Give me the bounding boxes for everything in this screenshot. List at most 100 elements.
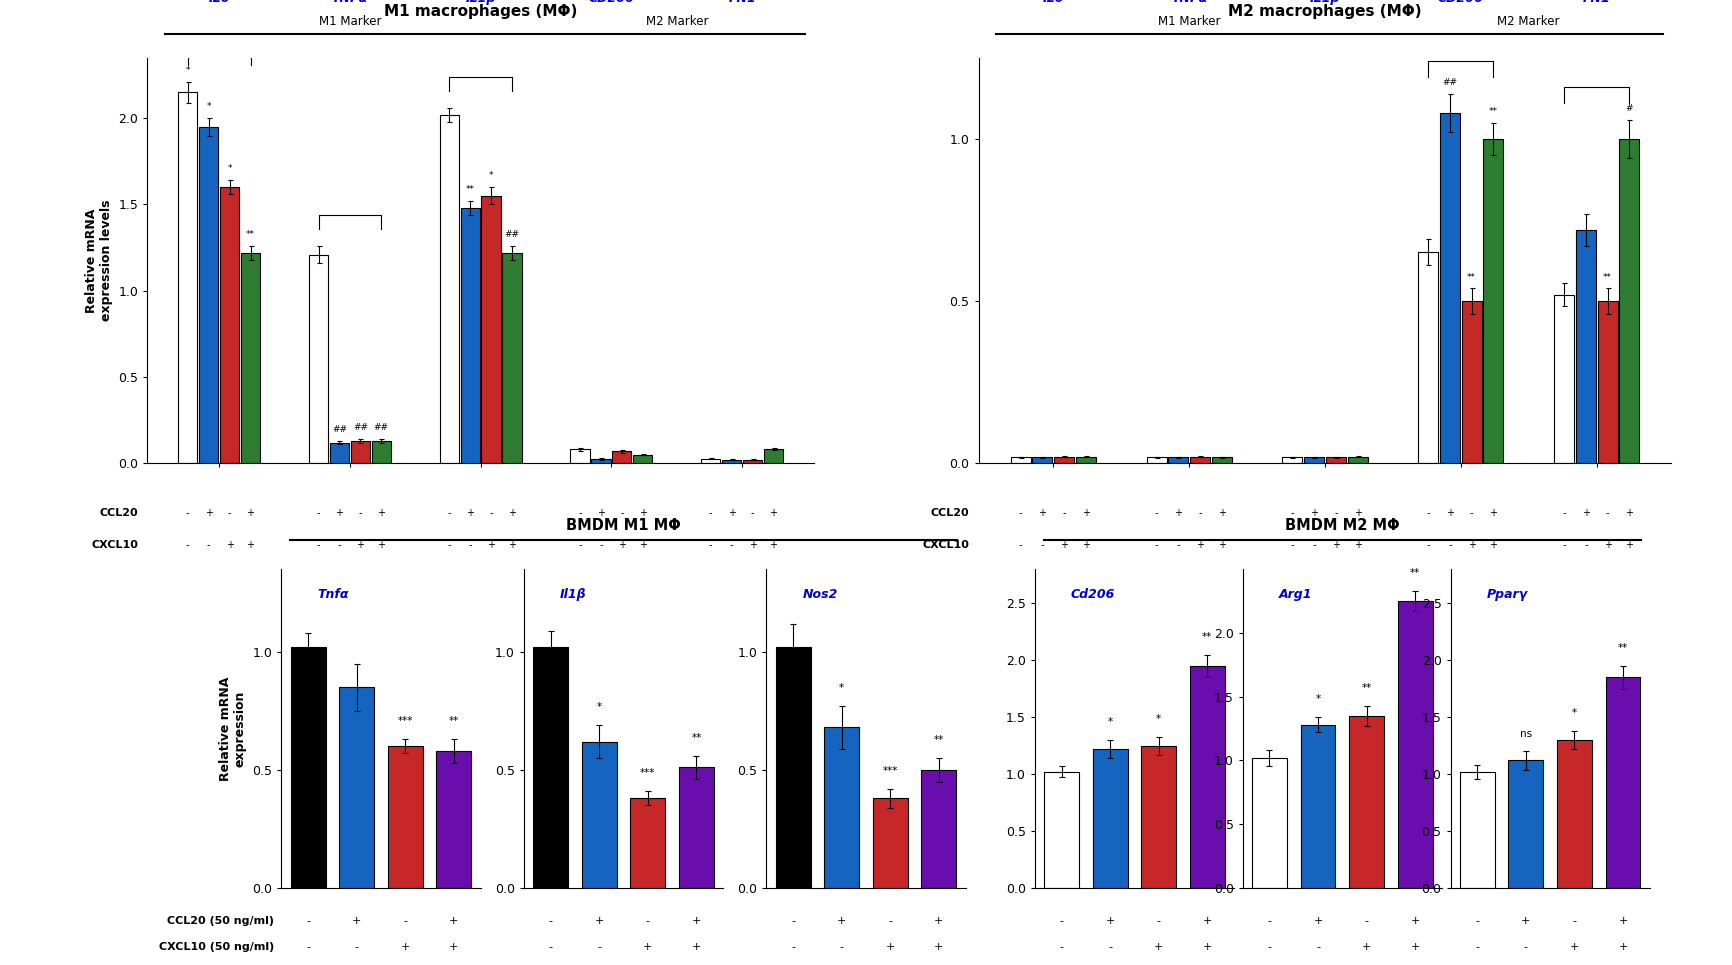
Bar bbox=[701, 459, 721, 463]
Text: +: + bbox=[769, 540, 778, 550]
Text: +: + bbox=[449, 942, 459, 951]
Text: #: # bbox=[1626, 104, 1633, 113]
Text: Nos2: Nos2 bbox=[802, 589, 838, 601]
Text: -: - bbox=[206, 540, 210, 550]
Text: +: + bbox=[643, 942, 653, 951]
Text: +: + bbox=[1202, 917, 1212, 926]
Bar bbox=[1557, 740, 1592, 888]
Text: -: - bbox=[1018, 540, 1022, 550]
Text: -: - bbox=[468, 540, 471, 550]
Text: BMDM M2 MΦ: BMDM M2 MΦ bbox=[1285, 517, 1399, 533]
Y-axis label: Relative mRNA
expression: Relative mRNA expression bbox=[218, 676, 248, 781]
Text: -: - bbox=[792, 917, 795, 926]
Text: +: + bbox=[1581, 508, 1590, 518]
Text: -: - bbox=[338, 540, 341, 550]
Bar bbox=[1509, 760, 1543, 888]
Text: +: + bbox=[1490, 540, 1498, 550]
Bar bbox=[1190, 666, 1225, 888]
Text: +: + bbox=[1082, 508, 1089, 518]
Text: M2 Marker: M2 Marker bbox=[1498, 14, 1561, 28]
Text: TNFα: TNFα bbox=[1171, 0, 1207, 5]
Text: -: - bbox=[889, 917, 892, 926]
Bar bbox=[1011, 457, 1031, 463]
Text: -: - bbox=[1199, 508, 1202, 518]
Text: -: - bbox=[1562, 540, 1566, 550]
Text: +: + bbox=[1410, 917, 1420, 926]
Bar bbox=[873, 798, 908, 888]
Text: +: + bbox=[1202, 942, 1212, 951]
Text: +: + bbox=[1410, 942, 1420, 951]
Text: CD206: CD206 bbox=[1438, 0, 1484, 5]
Text: -: - bbox=[620, 508, 624, 518]
Bar bbox=[1055, 456, 1074, 463]
Text: +: + bbox=[1625, 508, 1633, 518]
Text: IL6: IL6 bbox=[1043, 0, 1063, 5]
Text: +: + bbox=[1082, 540, 1089, 550]
Bar bbox=[630, 798, 665, 888]
Text: +: + bbox=[934, 942, 944, 951]
Text: +: + bbox=[748, 540, 757, 550]
Text: +: + bbox=[1039, 508, 1046, 518]
Text: +: + bbox=[357, 540, 364, 550]
Bar bbox=[291, 648, 326, 888]
Text: **: ** bbox=[449, 716, 459, 727]
Text: +: + bbox=[1309, 508, 1318, 518]
Bar bbox=[1190, 456, 1211, 463]
Text: CD206: CD206 bbox=[589, 0, 634, 5]
Text: -: - bbox=[307, 942, 310, 951]
Text: *: * bbox=[488, 172, 494, 180]
Text: +: + bbox=[378, 540, 385, 550]
Text: *: * bbox=[206, 102, 211, 111]
Text: Pparγ: Pparγ bbox=[1486, 589, 1528, 601]
Bar bbox=[1093, 749, 1128, 888]
Bar bbox=[308, 255, 327, 463]
Bar bbox=[1349, 716, 1384, 888]
Text: +: + bbox=[1174, 508, 1183, 518]
Text: -: - bbox=[1268, 942, 1271, 951]
Bar bbox=[921, 770, 956, 888]
Text: +: + bbox=[246, 540, 255, 550]
Bar bbox=[388, 746, 423, 888]
Text: +: + bbox=[1490, 508, 1498, 518]
Text: +: + bbox=[1569, 942, 1580, 951]
Bar bbox=[1619, 139, 1638, 463]
Bar bbox=[743, 459, 762, 463]
Bar bbox=[611, 451, 632, 463]
Text: **: ** bbox=[1410, 568, 1420, 578]
Bar bbox=[436, 751, 471, 888]
Bar bbox=[634, 455, 653, 463]
Bar bbox=[1032, 457, 1053, 463]
Bar bbox=[1576, 230, 1595, 463]
Text: +: + bbox=[336, 508, 343, 518]
Text: -: - bbox=[1427, 540, 1431, 550]
Text: M2 Marker: M2 Marker bbox=[646, 14, 708, 28]
Text: -: - bbox=[840, 942, 843, 951]
Text: -: - bbox=[1060, 917, 1063, 926]
Text: M1 Marker: M1 Marker bbox=[1159, 14, 1221, 28]
Text: IL1β: IL1β bbox=[466, 0, 495, 5]
Text: -: - bbox=[549, 942, 553, 951]
Text: ***: *** bbox=[398, 716, 412, 727]
Text: +: + bbox=[691, 942, 701, 951]
Text: -: - bbox=[1268, 917, 1271, 926]
Text: +: + bbox=[1154, 942, 1164, 951]
Text: +: + bbox=[1354, 540, 1361, 550]
Bar bbox=[1419, 253, 1438, 463]
Bar bbox=[481, 196, 501, 463]
Text: +: + bbox=[1604, 540, 1611, 550]
Bar bbox=[1554, 294, 1574, 463]
Text: +: + bbox=[246, 508, 255, 518]
Text: -: - bbox=[1476, 917, 1479, 926]
Text: CCL20: CCL20 bbox=[99, 508, 139, 518]
Bar bbox=[1301, 725, 1335, 888]
Bar bbox=[1304, 457, 1323, 463]
Bar bbox=[372, 441, 391, 463]
Text: -: - bbox=[708, 540, 712, 550]
Bar bbox=[1460, 772, 1495, 888]
Text: -: - bbox=[549, 917, 553, 926]
Text: +: + bbox=[204, 508, 213, 518]
Text: ##: ## bbox=[333, 425, 346, 434]
Text: *: * bbox=[185, 67, 191, 75]
Text: +: + bbox=[934, 917, 944, 926]
Text: **: ** bbox=[246, 230, 255, 239]
